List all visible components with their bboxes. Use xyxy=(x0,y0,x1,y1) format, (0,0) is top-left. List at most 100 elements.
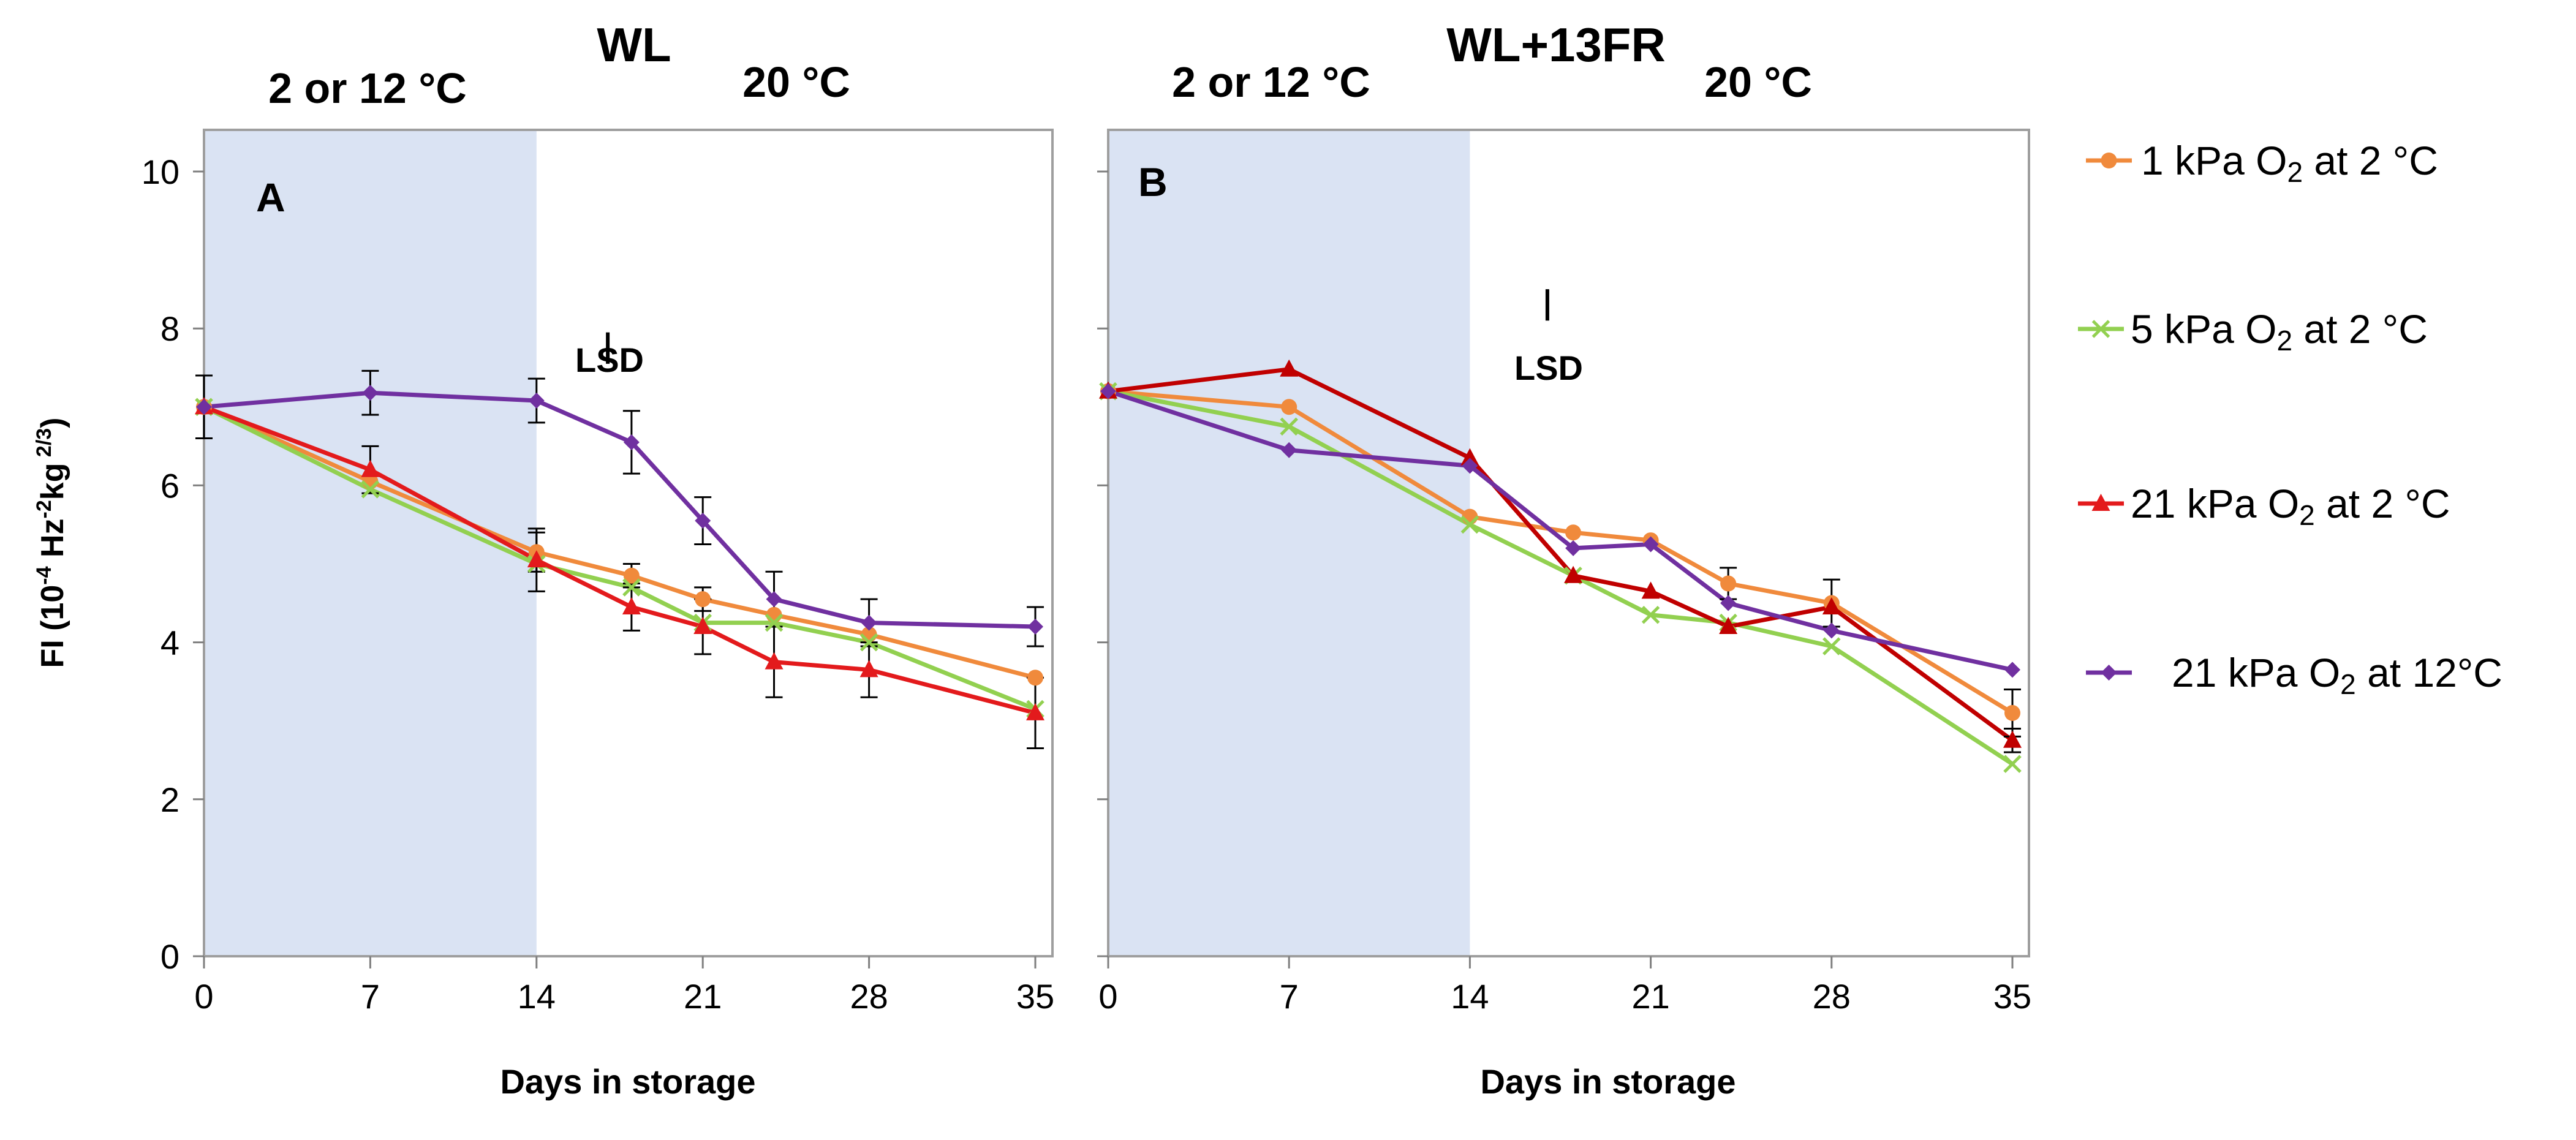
panel-a-data-point xyxy=(766,591,782,608)
ytick-label: 8 xyxy=(161,309,179,348)
panel-a-data-point xyxy=(528,393,545,409)
panel-a-frame xyxy=(203,129,1054,957)
legend-entry: 1 kPa O2 at 2 °C xyxy=(2086,138,2438,188)
panel-b-data-point xyxy=(1460,448,1479,466)
panel-b-data-point xyxy=(2003,755,2022,773)
legend-entry: 5 kPa O2 at 2 °C xyxy=(2078,306,2428,357)
panel-b-xlabel: Days in storage xyxy=(1480,1062,1736,1101)
panel-b-data-point xyxy=(1462,508,1478,525)
legend-entry: 21 kPa O2 at 12°C xyxy=(2086,650,2502,700)
panel-b-data-point xyxy=(2004,704,2020,721)
y-axis-label: FI (10-4 Hz-2kg 2/3) xyxy=(32,417,70,668)
panel-a-data-point xyxy=(1026,703,1044,720)
panel-a-data-point xyxy=(695,591,711,608)
panel-b-xtick-label: 14 xyxy=(1451,977,1489,1016)
panel-b-xtick-label: 0 xyxy=(1098,977,1117,1016)
panel-a-data-point xyxy=(622,578,641,597)
panel-a-data-point xyxy=(362,385,379,401)
panel-b-cold-label: 2 or 12 °C xyxy=(1172,58,1370,106)
panel-b-data-point xyxy=(1565,524,1582,541)
panel-b-title: WL+13FR xyxy=(1446,18,1666,72)
panel-a-xtick-label: 14 xyxy=(518,977,556,1016)
panel-b-letter: B xyxy=(1138,159,1168,205)
legend-label: 21 kPa O2 at 2 °C xyxy=(2131,481,2450,531)
legend-swatch-marker xyxy=(2091,494,2110,511)
panel-b-data-point xyxy=(1822,637,1841,655)
panel-b-data-point xyxy=(1460,515,1479,534)
panel-a-data-point xyxy=(196,399,212,415)
panel-a-xtick-label: 35 xyxy=(1016,977,1054,1016)
legend: 1 kPa O2 at 2 °C 5 kPa O2 at 2 °C 21 kPa O… xyxy=(2078,138,2502,700)
panel-a-data-point xyxy=(695,513,711,529)
panel-b-data-point xyxy=(2003,730,2022,748)
panel-a-data-point xyxy=(859,660,878,678)
panel-b-data-point xyxy=(1641,581,1660,599)
legend-label: 1 kPa O2 at 2 °C xyxy=(2141,138,2438,188)
panel-a-shading xyxy=(204,130,537,956)
panel-a-xtick-label: 7 xyxy=(361,977,380,1016)
panel-a-series-line xyxy=(203,405,1036,680)
ytick-label: 2 xyxy=(161,780,179,819)
panel-b-data-point xyxy=(1719,616,1738,634)
ytick-label: 4 xyxy=(161,624,179,662)
panel-b-series-line xyxy=(1107,389,2013,672)
panel-b-data-point xyxy=(1281,399,1297,415)
panel-b-series-line xyxy=(1108,389,2014,766)
panel-b: 0 7 14 21 28 35 B WL+13FR 2 or 12 °C 20 °C LS… xyxy=(1097,18,2031,1101)
panel-b-series-line xyxy=(1108,389,2014,715)
panel-a-xlabel: Days in storage xyxy=(500,1062,755,1101)
panel-b-data-point xyxy=(1462,458,1478,474)
panel-b-data-point xyxy=(1280,359,1299,377)
panel-a-data-point xyxy=(1027,618,1043,635)
ytick-label: 10 xyxy=(142,153,179,191)
panel-b-data-point xyxy=(1720,595,1737,611)
panel-a-warm-label: 20 °C xyxy=(742,58,850,106)
panel-a-letter: A xyxy=(256,175,285,220)
panel-b-data-point xyxy=(1100,383,1116,399)
panel-a-data-point xyxy=(693,616,712,634)
legend-label: 5 kPa O2 at 2 °C xyxy=(2131,306,2428,357)
panel-b-data-point xyxy=(1720,575,1737,592)
panel-b-data-point xyxy=(1564,565,1583,583)
legend-swatch-marker xyxy=(2091,320,2110,338)
panel-a-data-point xyxy=(623,567,640,584)
panel-b-shading xyxy=(1108,130,1470,956)
panel-b-lsd-label: LSD xyxy=(1514,349,1583,387)
panel-b-data-point xyxy=(1280,417,1298,436)
panel-b-data-point xyxy=(1823,622,1840,639)
panel-a-data-point xyxy=(361,459,380,477)
legend-label: 21 kPa O2 at 12°C xyxy=(2172,650,2502,700)
ytick-label: 0 xyxy=(161,937,179,976)
panel-a-title: WL xyxy=(597,18,671,72)
panel-a-xtick-label: 28 xyxy=(850,977,888,1016)
panel-a-data-point xyxy=(623,434,640,450)
panel-a-series-line xyxy=(203,405,1036,715)
legend-entry: 21 kPa O2 at 2 °C xyxy=(2078,481,2450,531)
panel-b-xtick-label: 28 xyxy=(1813,977,1851,1016)
legend-swatch-marker xyxy=(2101,153,2117,168)
panel-a-data-point xyxy=(765,652,784,670)
panel-b-xtick-label: 21 xyxy=(1631,977,1669,1016)
panel-b-data-point xyxy=(2004,662,2020,678)
panel-a-data-point xyxy=(765,613,784,632)
legend-swatch-marker xyxy=(2101,665,2117,681)
panel-a-lsd-label: LSD xyxy=(575,341,644,379)
panel-b-frame xyxy=(1107,129,2030,957)
panel-b-series-line xyxy=(1108,367,2014,742)
panel-a-series-line xyxy=(203,405,1037,711)
panel-b-data-point xyxy=(1642,536,1659,553)
panel-a-data-point xyxy=(527,550,546,568)
panel-a-data-point xyxy=(622,597,641,614)
panel-b-xtick-label: 7 xyxy=(1280,977,1299,1016)
panel-b-data-point xyxy=(1565,540,1582,556)
panel-a-series-line xyxy=(203,390,1036,629)
panel-a-xtick-label: 0 xyxy=(194,977,213,1016)
ytick-label: 6 xyxy=(161,466,179,505)
panel-a-xtick-label: 21 xyxy=(684,977,722,1016)
panel-b-xtick-label: 35 xyxy=(1993,977,2031,1016)
panel-b-data-point xyxy=(1281,442,1297,458)
panel-b-data-point xyxy=(1822,597,1841,614)
panel-b-warm-label: 20 °C xyxy=(1704,58,1812,106)
